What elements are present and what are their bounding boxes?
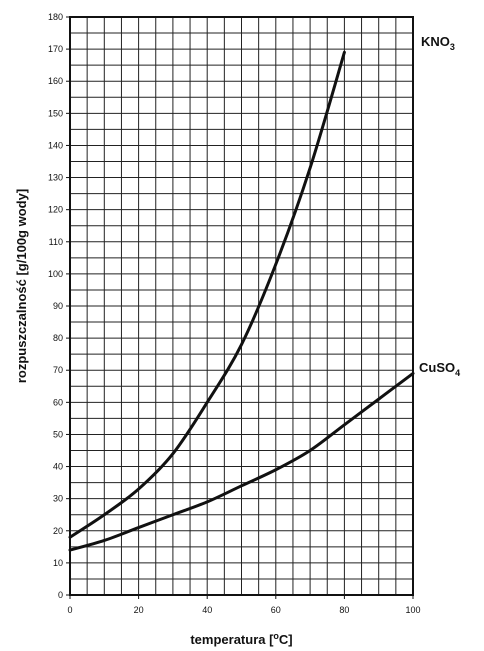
y-tick-label: 70 — [53, 365, 63, 375]
y-tick-label: 140 — [48, 140, 63, 150]
x-axis-title: temperatura [oC] — [190, 631, 292, 647]
y-tick-label: 80 — [53, 333, 63, 343]
y-tick-label: 130 — [48, 173, 63, 183]
y-tick-labels: 0 10 20 30 40 50 60 70 80 90 100 110 120 130 140 150 160… — [48, 12, 70, 600]
y-tick-label: 10 — [53, 558, 63, 568]
y-tick-label: 50 — [53, 429, 63, 439]
x-tick-labels: 0 20 40 60 80 100 — [67, 595, 421, 615]
y-tick-label: 110 — [49, 237, 63, 247]
y-tick-label: 170 — [48, 44, 63, 54]
y-tick-label: 180 — [48, 12, 63, 22]
x-tick-label: 0 — [67, 605, 72, 615]
series-line-kno — [68, 50, 346, 539]
x-tick-label: 80 — [339, 605, 349, 615]
series-label-cuso: CuSO4 — [419, 360, 460, 378]
x-tick-label: 100 — [405, 605, 420, 615]
y-tick-label: 120 — [48, 205, 63, 215]
x-axis-title-main: temperatura [ — [190, 632, 274, 647]
series-label-kno: KNO3 — [421, 34, 455, 52]
x-tick-label: 40 — [202, 605, 212, 615]
y-tick-label: 90 — [53, 301, 63, 311]
x-tick-label: 60 — [271, 605, 281, 615]
series-line-cuso — [68, 371, 415, 552]
series-lines — [68, 50, 415, 552]
y-tick-label: 40 — [53, 462, 63, 472]
y-tick-label: 30 — [53, 494, 63, 504]
y-tick-label: 0 — [58, 590, 63, 600]
x-axis-title-degree: o — [273, 631, 279, 641]
y-tick-label: 160 — [48, 76, 63, 86]
grid-minor — [69, 16, 414, 596]
x-tick-label: 20 — [134, 605, 144, 615]
y-axis-title: rozpuszczalność [g/100g wody] — [14, 189, 29, 383]
y-tick-label: 20 — [53, 526, 63, 536]
series-labels: KNO3 CuSO4 — [419, 34, 460, 378]
x-axis-title-unit: C] — [279, 632, 293, 647]
y-tick-label: 60 — [53, 397, 63, 407]
y-tick-label: 150 — [48, 108, 63, 118]
y-tick-label: 100 — [48, 269, 63, 279]
